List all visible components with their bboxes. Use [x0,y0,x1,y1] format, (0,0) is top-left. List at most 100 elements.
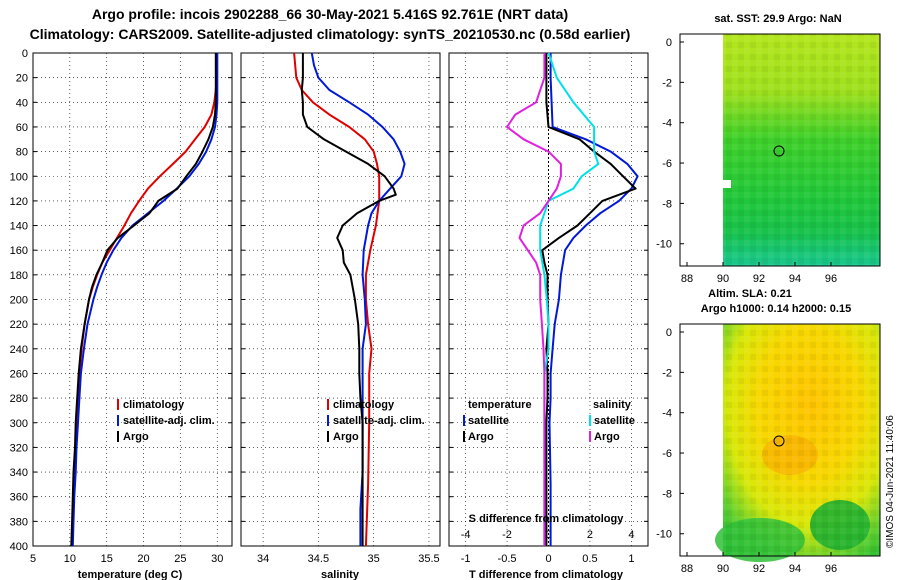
sst-field-texture [723,34,880,266]
x2-tick-label: -2 [502,529,512,541]
map-y-tick-label: -8 [662,198,672,210]
map-x-tick-label: 96 [825,563,837,575]
map-x-tick-label: 92 [753,273,765,285]
depth-tick-label: 100 [10,171,28,183]
map-y-tick-label: -6 [662,158,672,170]
x-tick-label: 34.5 [308,553,329,565]
map-x-tick-label: 92 [753,563,765,575]
map-y-tick-label: 0 [666,327,672,339]
legend-label-satellite: satellite-adj. clim. [123,415,215,427]
sla-field-texture [723,324,880,556]
depth-tick-label: 400 [10,541,28,553]
depth-tick-label: 180 [10,270,28,282]
map-x-tick-label: 94 [789,563,801,575]
x-tick-label: 25 [174,553,186,565]
map-y-tick-label: -4 [662,408,672,420]
x-tick-label: -1 [461,553,471,565]
salinity-panel: 34 34.5 35 35.5 [240,52,441,565]
temperature-legend: climatology satellite-adj. clim. Argo [117,399,215,443]
depth-tick-label: 280 [10,393,28,405]
t-difference-axis-label: T difference from climatology [469,569,624,580]
depth-tick-label: 340 [10,467,28,479]
series-line-temperature-argo [541,53,637,546]
x-tick-label: 0.5 [582,553,597,565]
temperature-panel: 5 10 15 20 25 30 [30,52,233,565]
legend-label-t-argo: Argo [468,431,494,443]
legend-label-s-satellite: satellite [594,415,635,427]
series-line-argo [300,53,397,546]
map-y-tick-label: 0 [666,37,672,49]
map-y-tick-label: -6 [662,448,672,460]
sla-map-title1: Altim. SLA: 0.21 [708,288,792,300]
plot-frame [240,52,441,547]
depth-tick-label: 80 [16,147,28,159]
s-difference-axis-label: S difference from climatology [469,513,625,525]
sst-map-title: sat. SST: 29.9 Argo: NaN [714,13,841,25]
depth-tick-label: 260 [10,368,28,380]
legend-label-t-satellite: satellite [468,415,509,427]
depth-tick-label: 360 [10,492,28,504]
series-line-temperature-satellite [548,53,639,546]
chart-title-line2: Climatology: CARS2009. Satellite-adjuste… [29,26,631,42]
chart-title-line1: Argo profile: incois 2902288_66 30-May-2… [91,6,569,22]
temperature-axis-label: temperature (deg C) [78,569,183,580]
depth-tick-label: 300 [10,418,28,430]
depth-tick-label: 60 [16,122,28,134]
x-tick-label: 20 [137,553,149,565]
legend-label-climatology: climatology [123,399,185,411]
salinity-axis-label: salinity [321,569,360,580]
series-line-salinity-argo [506,53,562,546]
map-y-tick-label: -10 [656,529,672,541]
map-y-tick-label: -8 [662,488,672,500]
x-tick-label: 35.5 [418,553,439,565]
series-line-satellite-adj-clim- [310,52,406,546]
map-y-tick-label: -4 [662,118,672,130]
x-tick-label: 30 [211,553,223,565]
sst-map [679,33,881,267]
depth-tick-label: 220 [10,319,28,331]
depth-tick-label: 160 [10,245,28,257]
depth-tick-label: 40 [16,97,28,109]
map-x-tick-label: 88 [681,563,693,575]
series-line-argo [70,53,217,547]
x2-tick-label: 2 [587,529,593,541]
legend-label-s-argo: Argo [594,431,620,443]
map-y-tick-label: -2 [662,77,672,89]
map-y-tick-label: -10 [656,239,672,251]
x-tick-label: 10 [64,553,76,565]
difference-legend: temperature satellite Argo salinity sate… [463,399,635,443]
depth-tick-label: 120 [10,196,28,208]
depth-tick-label: 380 [10,516,28,528]
x2-tick-label: 4 [628,529,634,541]
x-tick-label: 15 [101,553,113,565]
plot-frame [32,52,233,547]
depth-tick-label: 0 [22,48,28,60]
depth-tick-label: 140 [10,221,28,233]
map-x-tick-label: 90 [717,563,729,575]
depth-tick-label: 320 [10,442,28,454]
salinity-legend: climatology satellite-adj. clim. Argo [327,399,425,443]
map-y-tick-label: -2 [662,367,672,379]
sst-land-patch [723,180,731,188]
sst-argo-position-marker [773,145,785,157]
x-tick-label: -0.5 [498,553,517,565]
x-tick-label: 35 [368,553,380,565]
map-x-tick-label: 90 [717,273,729,285]
sla-argo-position-marker [773,435,785,447]
legend-label-argo: Argo [123,431,149,443]
x-tick-label: 5 [30,553,36,565]
map-axes: 0 -2 -4 -6 -8 -10 88 90 92 94 96 0 -2 -4 -6 -8 -10 88 90 92… [656,37,837,575]
x-tick-label: 34 [257,553,269,565]
series-line-satellite-adj-clim- [71,53,219,547]
x2-tick-label: -4 [461,529,471,541]
depth-tick-label: 20 [16,73,28,85]
map-x-tick-label: 94 [789,273,801,285]
map-x-tick-label: 96 [825,273,837,285]
legend-head-salinity: salinity [593,399,632,411]
x-tick-label: 1 [628,553,634,565]
depth-axis: 0 20 40 60 80 100 120 140 160 180 200 220 240 260 280 3… [10,48,28,553]
imos-watermark: ©IMOS 04-Jun-2021 11:40:06 [885,415,896,548]
map-x-tick-label: 88 [681,273,693,285]
sla-map-border [679,323,881,557]
